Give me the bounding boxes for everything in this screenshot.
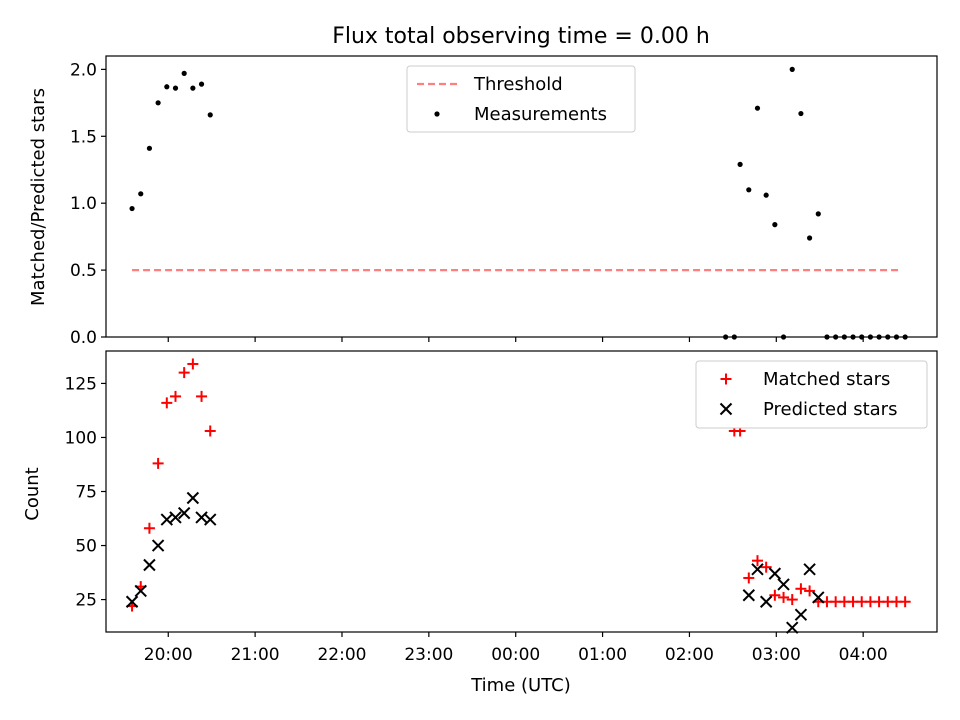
top-panel: 0.00.51.01.52.0 Matched/Predicted stars … xyxy=(28,55,938,348)
y-tick-label: 2.0 xyxy=(70,60,97,80)
top-y-axis: 0.0 0.5 1.0 1.5 2.0 xyxy=(70,60,106,348)
predicted-star-point xyxy=(759,595,773,608)
matched-star-point xyxy=(161,397,173,409)
bottom-y-axis: 25 50 75 100 125 xyxy=(65,374,106,611)
measurement-point xyxy=(190,85,196,91)
y-tick-label: 25 xyxy=(75,591,97,611)
measurement-point xyxy=(763,192,769,198)
y-tick-label: 50 xyxy=(75,537,97,557)
measurement-point xyxy=(789,66,795,72)
matched-star-point xyxy=(769,589,781,601)
predicted-star-point xyxy=(151,539,165,552)
predicted-star-point xyxy=(794,608,808,621)
predicted-star-point xyxy=(786,621,799,634)
predicted-star-point xyxy=(143,558,156,572)
x-axis-label: Time (UTC) xyxy=(470,675,571,696)
x-tick-label: 02:00 xyxy=(665,645,714,665)
predicted-star-point xyxy=(742,589,756,602)
predicted-star-point xyxy=(751,563,764,576)
matched-star-point xyxy=(786,594,798,606)
predicted-star-point xyxy=(204,513,217,526)
predicted-star-point xyxy=(125,595,139,608)
y-tick-label: 1.5 xyxy=(70,127,97,147)
predicted-star-point xyxy=(169,511,182,524)
legend-matched-label: Matched stars xyxy=(763,369,890,390)
x-tick-label: 20:00 xyxy=(144,645,193,665)
x-tick-label: 21:00 xyxy=(231,645,280,665)
matched-star-point xyxy=(187,358,199,370)
predicted-star-point xyxy=(134,584,147,598)
matched-star-point xyxy=(760,561,772,573)
y-tick-label: 0.0 xyxy=(70,328,97,348)
matched-star-point xyxy=(196,390,208,402)
measurement-point xyxy=(798,110,804,117)
measurement-point xyxy=(164,84,170,90)
predicted-star-point xyxy=(177,506,191,520)
measurement-point xyxy=(815,211,821,217)
top-y-axis-label: Matched/Predicted stars xyxy=(28,88,49,306)
predicted-star-point xyxy=(777,578,790,591)
measurement-point xyxy=(181,70,187,76)
bottom-legend: Matched stars Predicted stars xyxy=(695,360,928,429)
matched-star-point xyxy=(743,572,755,584)
matched-star-point xyxy=(178,367,190,379)
y-tick-label: 125 xyxy=(65,374,97,394)
bottom-x-axis: 20:00 21:00 22:00 23:00 00:00 01:00 02:00 03:00… xyxy=(144,632,888,665)
bottom-y-axis-label: Count xyxy=(22,467,43,520)
matched-star-point xyxy=(778,591,790,603)
matched-star-point xyxy=(899,596,911,608)
matched-star-point xyxy=(751,555,763,567)
matched-star-point xyxy=(804,585,816,597)
measurement-point xyxy=(746,187,752,193)
top-x-axis xyxy=(167,337,864,342)
legend-measurements-label: Measurements xyxy=(474,104,607,125)
y-tick-label: 100 xyxy=(65,428,97,448)
measurement-point xyxy=(129,205,135,212)
legend-predicted-swatch xyxy=(719,402,733,416)
predicted-star-point xyxy=(812,591,825,604)
legend-predicted-marker xyxy=(719,402,733,416)
top-plot-area xyxy=(129,66,908,340)
legend-matched-swatch xyxy=(720,373,732,385)
legend-threshold-label: Threshold xyxy=(473,74,563,95)
y-tick-label: 1.0 xyxy=(70,194,97,214)
x-tick-label: 01:00 xyxy=(578,645,627,665)
legend-measurements-swatch xyxy=(434,111,440,117)
matched-star-point xyxy=(143,522,155,534)
x-tick-label: 03:00 xyxy=(752,645,801,665)
measurement-point xyxy=(772,222,778,228)
matched-star-point xyxy=(169,390,181,402)
predicted-star-point xyxy=(803,563,816,576)
measurement-point xyxy=(138,191,144,197)
bottom-plot-area xyxy=(125,358,911,634)
measurement-point xyxy=(754,105,761,111)
legend-matched-marker xyxy=(720,373,732,385)
predicted-star-point xyxy=(186,491,200,505)
matched-star-point xyxy=(204,425,216,437)
y-tick-label: 0.5 xyxy=(70,261,97,281)
x-tick-label: 23:00 xyxy=(404,645,453,665)
measurement-point xyxy=(172,85,179,91)
matched-star-point xyxy=(795,583,807,595)
predicted-star-point xyxy=(768,567,782,580)
x-tick-label: 22:00 xyxy=(317,645,366,665)
bottom-legend-box xyxy=(695,360,928,429)
measurement-point xyxy=(198,81,205,87)
top-legend-box xyxy=(406,65,636,133)
measurement-point xyxy=(146,145,153,151)
measurement-point xyxy=(207,112,213,118)
y-tick-label: 75 xyxy=(75,483,97,503)
measurement-point xyxy=(155,100,161,106)
x-tick-label: 00:00 xyxy=(491,645,540,665)
top-legend: Threshold Measurements xyxy=(406,65,636,133)
legend-predicted-label: Predicted stars xyxy=(763,399,897,420)
bottom-panel: 25 50 75 100 125 20:00 21:00 22:00 23:00 00:00 01… xyxy=(22,350,938,696)
matched-star-point xyxy=(152,457,164,469)
measurement-point xyxy=(806,235,813,241)
chart-title: Flux total observing time = 0.00 h xyxy=(332,24,710,49)
measurement-point xyxy=(737,161,743,167)
top-axes-frame xyxy=(105,55,938,338)
x-tick-label: 04:00 xyxy=(839,645,888,665)
